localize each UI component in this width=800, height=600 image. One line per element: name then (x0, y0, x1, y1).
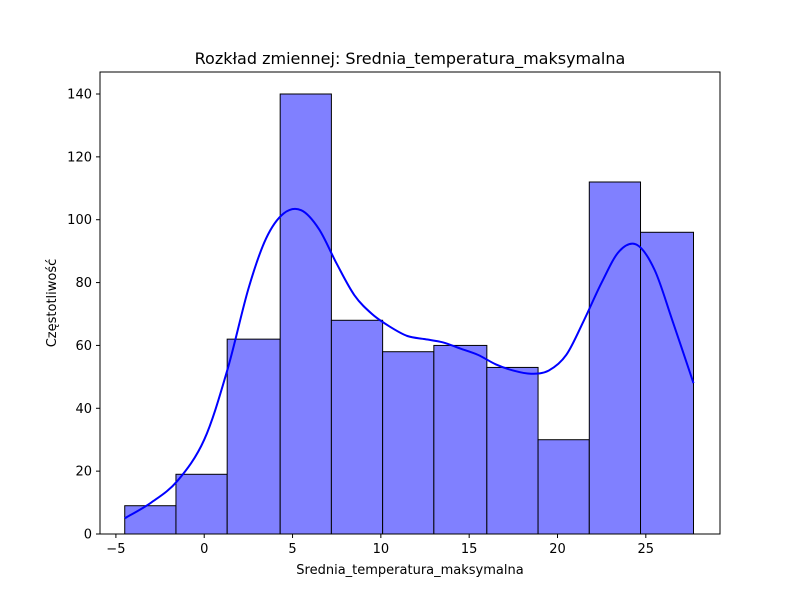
y-tick-label: 140 (67, 88, 92, 103)
x-tick-label: 25 (638, 542, 655, 557)
y-tick-label: 40 (75, 402, 92, 417)
histogram-bar-5 (330, 319, 384, 535)
x-tick-label: 5 (288, 542, 296, 557)
y-axis-label: Częstotliwość (45, 259, 60, 348)
histogram-bar-4 (279, 93, 332, 535)
histogram-bar-8 (486, 366, 539, 535)
x-axis-label: Srednia_temperatura_maksymalna (296, 563, 523, 578)
x-tick-label: 15 (461, 542, 478, 557)
y-tick-label: 120 (67, 150, 92, 165)
histogram-bar-7 (433, 344, 488, 535)
x-axis-ticks: −5 0 5 10 15 20 25 (106, 534, 654, 557)
bars-group (124, 93, 695, 535)
x-tick-label: 0 (200, 542, 208, 557)
plot-area-frame (99, 71, 721, 535)
x-tick-label: 20 (549, 542, 566, 557)
y-tick-label: 60 (75, 339, 92, 354)
histogram-bar-1 (124, 505, 177, 535)
histogram-bar-3 (226, 338, 281, 535)
histogram-bar-11 (640, 231, 695, 535)
y-tick-label: 0 (84, 528, 92, 543)
kde-group (124, 207, 695, 520)
chart-title: Rozkład zmiennej: Srednia_temperatura_ma… (195, 49, 626, 69)
kde-line (124, 207, 695, 520)
histogram-bar-6 (382, 351, 435, 535)
histogram-bar-10 (588, 181, 642, 535)
x-tick-label: −5 (106, 542, 125, 557)
y-tick-label: 80 (75, 276, 92, 291)
y-tick-label: 20 (75, 465, 92, 480)
histogram-bar-9 (537, 439, 590, 535)
y-axis-ticks: 0 20 40 60 80 100 120 140 (67, 88, 100, 543)
histogram-bar-2 (175, 473, 228, 535)
x-tick-label: 10 (373, 542, 390, 557)
y-tick-label: 100 (67, 213, 92, 228)
